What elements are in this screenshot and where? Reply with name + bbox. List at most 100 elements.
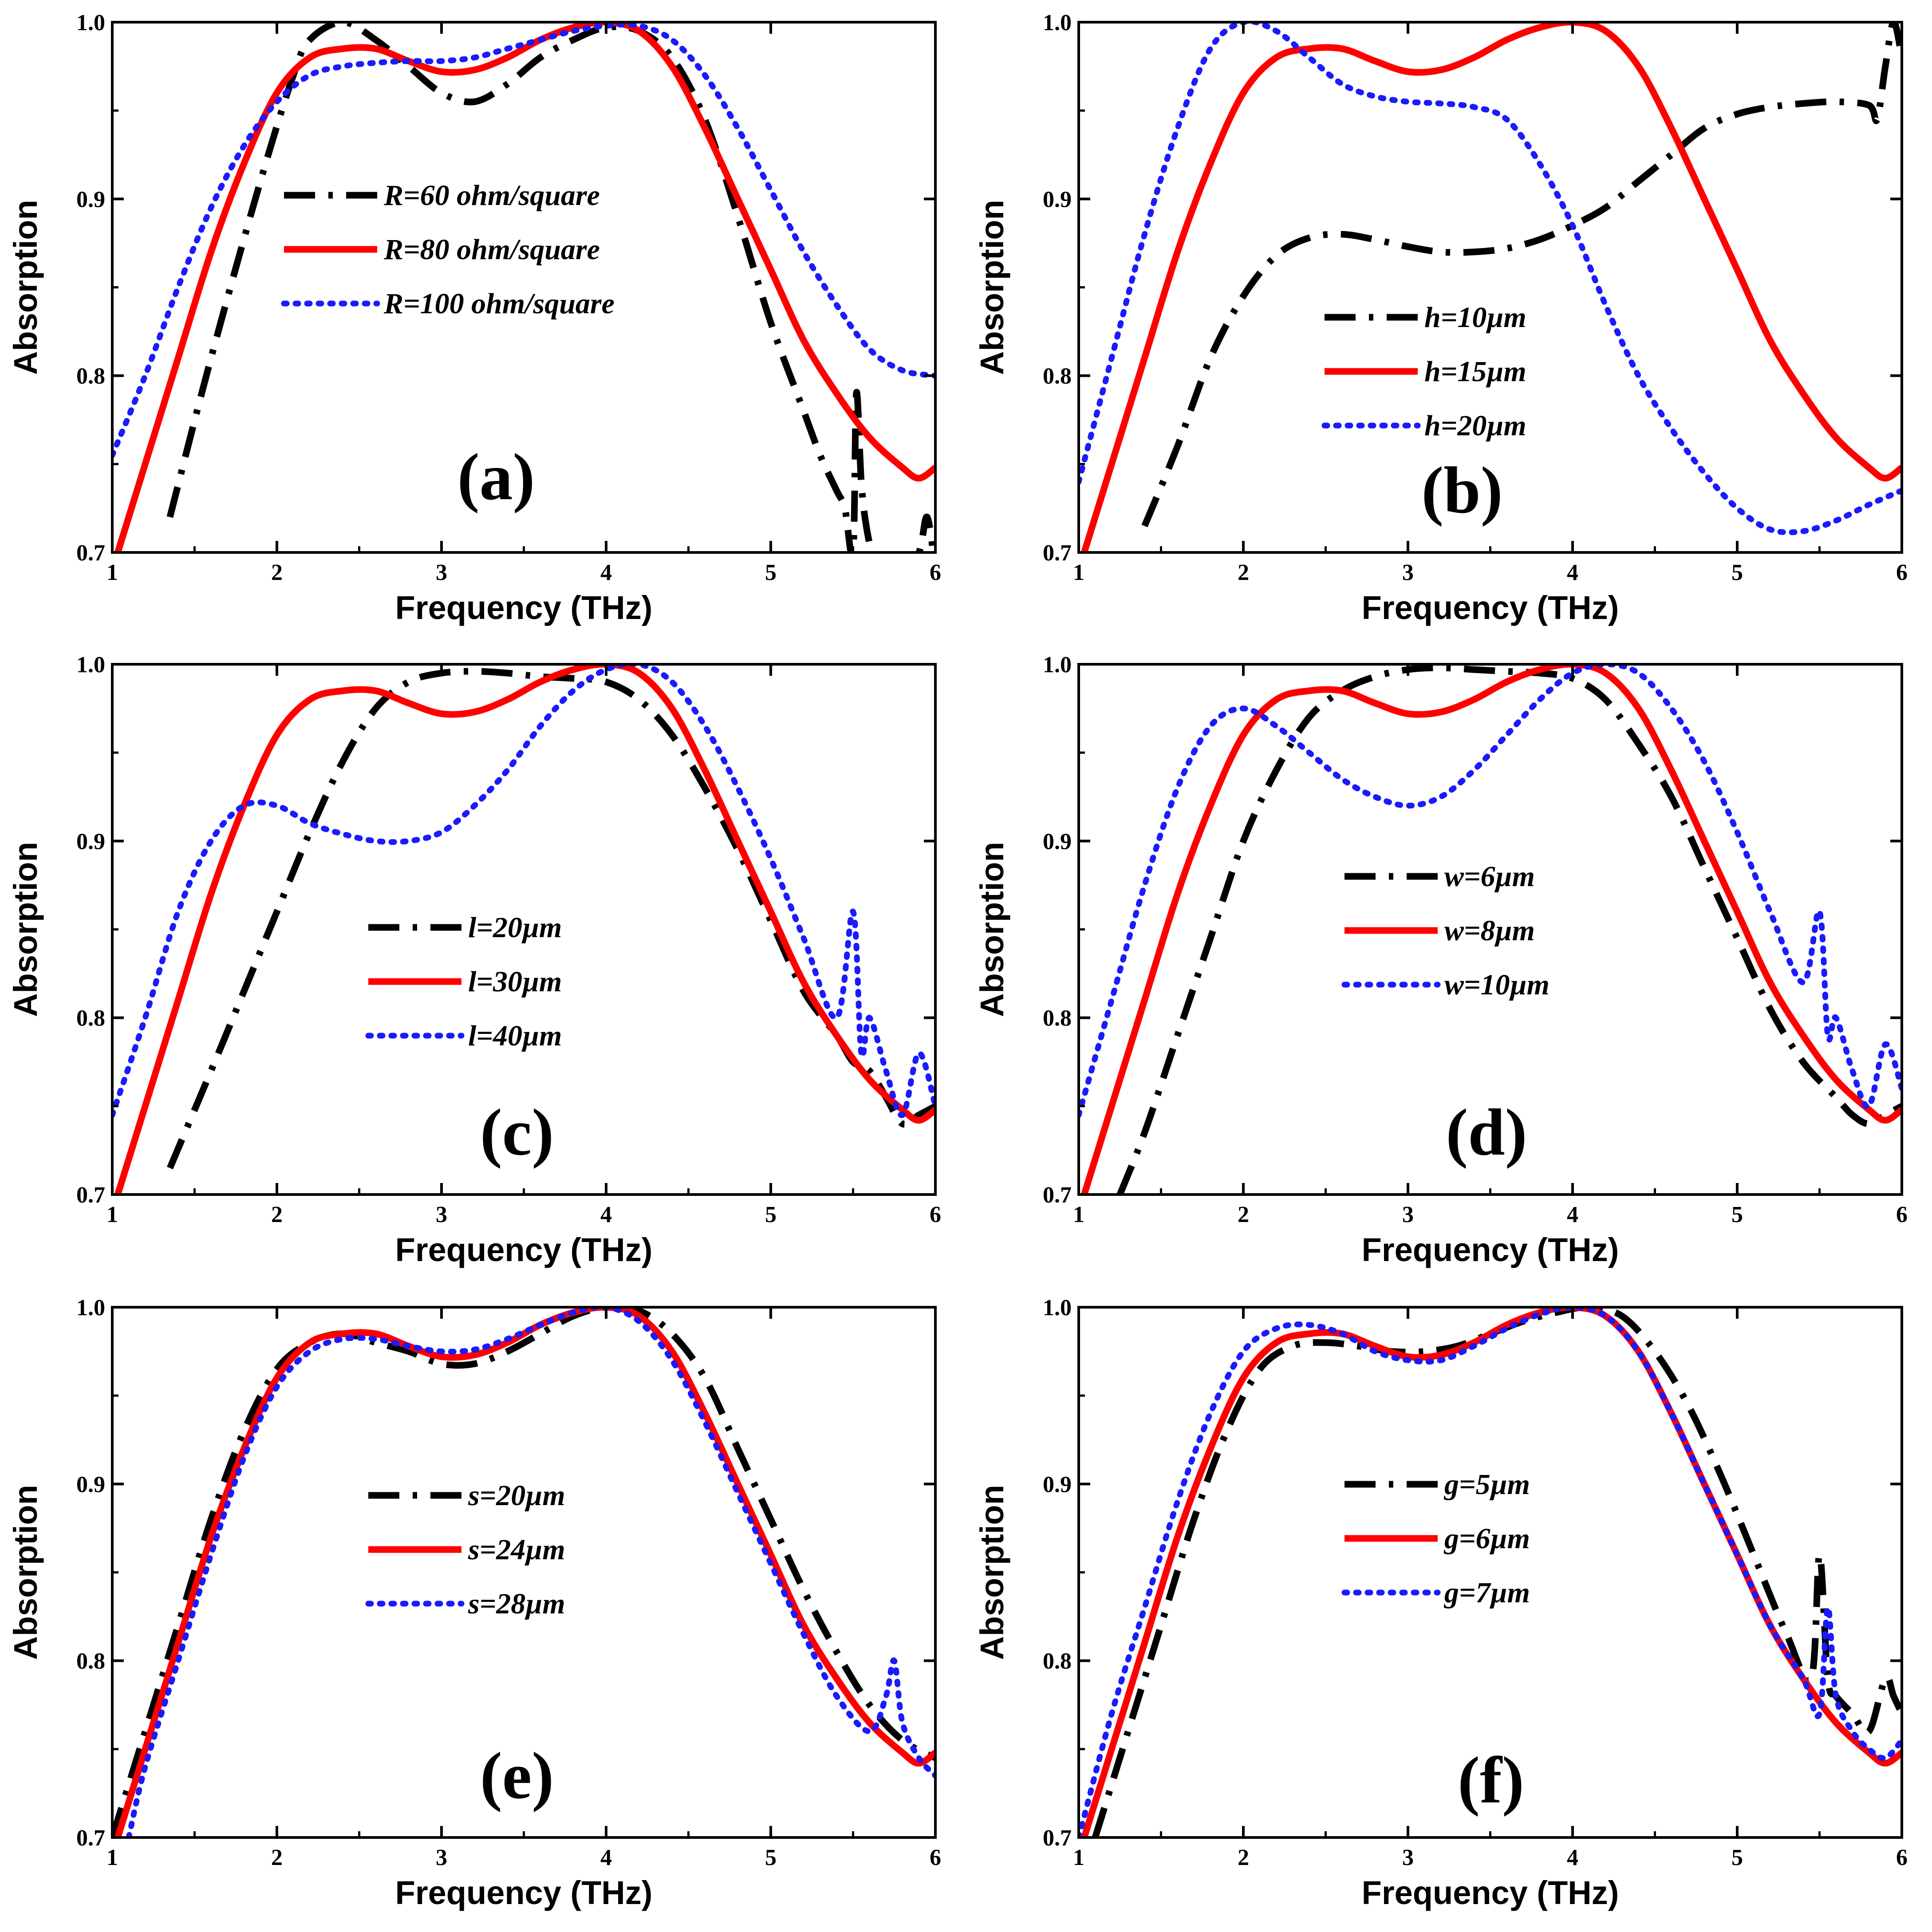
y-tick-label: 0.9 [76, 1472, 105, 1497]
y-axis-title: Absorption [974, 200, 1010, 375]
y-tick-label: 0.9 [1043, 187, 1072, 212]
legend: R=60 ohm/square R=80 ohm/square R=100 ohm/… [281, 179, 615, 320]
legend: s=20µm s=24µm s=28µm [365, 1479, 565, 1620]
x-tick-label: 6 [930, 560, 941, 585]
legend: w=6µm w=8µm w=10µm [1341, 860, 1550, 1001]
x-tick-label: 4 [600, 560, 612, 585]
legend-label-2: g=6µm [1443, 1522, 1530, 1555]
panel-label: (f) [1458, 1743, 1524, 1817]
y-tick-label: 0.9 [76, 187, 105, 212]
x-tick-label: 2 [271, 560, 283, 585]
y-tick-label: 1.0 [76, 10, 105, 35]
legend: l=20µm l=30µm l=40µm [365, 911, 562, 1052]
legend: h=10µm h=15µm h=20µm [1321, 301, 1526, 442]
x-tick-label: 4 [1567, 560, 1578, 585]
y-axis-title: Absorption [974, 1485, 1010, 1660]
x-tick-label: 1 [106, 560, 118, 585]
x-tick-label: 1 [1073, 560, 1084, 585]
x-tick-label: 4 [600, 1845, 612, 1870]
series-group [1079, 22, 1902, 552]
x-tick-label: 3 [1402, 1202, 1414, 1227]
legend-label-3: w=10µm [1444, 969, 1550, 1001]
y-tick-label: 1.0 [76, 652, 105, 678]
x-tick-label: 3 [436, 560, 447, 585]
panel-label: (a) [457, 440, 535, 514]
chart-panel-2: 1 2 3 4 5 6 0.7 0.8 0.9 1.0 Frequency (THz) Absorpt… [974, 10, 1908, 626]
y-tick-label: 0.7 [1043, 1826, 1072, 1851]
x-tick-label: 3 [436, 1845, 447, 1870]
x-tick-label: 4 [600, 1202, 612, 1227]
y-tick-label: 1.0 [76, 1295, 105, 1321]
legend-label-1: s=20µm [468, 1479, 565, 1512]
legend-label-1: w=6µm [1444, 860, 1535, 893]
x-tick-label: 4 [1567, 1845, 1578, 1870]
x-tick-label: 1 [106, 1845, 118, 1870]
legend-label-1: g=5µm [1443, 1468, 1530, 1501]
series-line-1 [166, 22, 935, 552]
legend-label-2: s=24µm [468, 1534, 565, 1566]
legend-label-2: l=30µm [468, 966, 562, 998]
series-group [112, 22, 935, 552]
x-tick-label: 2 [1238, 560, 1249, 585]
x-axis-title: Frequency (THz) [1362, 1231, 1619, 1268]
x-axis-title: Frequency (THz) [395, 589, 653, 626]
y-tick-label: 0.7 [76, 1183, 105, 1208]
panel-label: (c) [480, 1096, 554, 1169]
y-tick-label: 1.0 [1043, 10, 1072, 35]
y-axis-title: Absorption [7, 842, 44, 1017]
panel-label: (b) [1421, 453, 1502, 527]
x-tick-label: 2 [271, 1845, 283, 1870]
x-tick-label: 6 [930, 1202, 941, 1227]
x-axis-title: Frequency (THz) [395, 1874, 653, 1911]
legend-label-3: h=20µm [1424, 410, 1526, 442]
x-tick-label: 3 [1402, 1845, 1414, 1870]
y-tick-label: 0.9 [1043, 1472, 1072, 1497]
chart-panel-4: 1 2 3 4 5 6 0.7 0.8 0.9 1.0 Frequency (THz) Absorpt… [974, 652, 1908, 1268]
series-line-3 [1079, 664, 1902, 1118]
x-tick-label: 1 [1073, 1845, 1084, 1870]
y-tick-label: 0.8 [1043, 1649, 1072, 1674]
legend-label-2: h=15µm [1424, 355, 1526, 388]
series-group [112, 1307, 935, 1837]
x-tick-label: 5 [765, 1202, 777, 1227]
x-tick-label: 3 [436, 1202, 447, 1227]
legend: g=5µm g=6µm g=7µm [1341, 1468, 1530, 1609]
series-line-1 [1141, 22, 1902, 528]
chart-panel-3: 1 2 3 4 5 6 0.7 0.8 0.9 1.0 Frequency (THz) Absorpt… [7, 652, 941, 1268]
y-axis-title: Absorption [974, 842, 1010, 1017]
legend-label-1: R=60 ohm/square [383, 179, 600, 212]
series-group [112, 664, 935, 1195]
y-tick-label: 0.9 [1043, 829, 1072, 854]
legend-label-2: R=80 ohm/square [383, 233, 600, 266]
y-axis-title: Absorption [7, 1485, 44, 1660]
x-tick-label: 2 [1238, 1845, 1249, 1870]
legend-label-3: s=28µm [468, 1588, 565, 1620]
series-line-3 [126, 1307, 935, 1837]
x-tick-label: 2 [271, 1202, 283, 1227]
x-tick-label: 2 [1238, 1202, 1249, 1227]
series-line-3 [1079, 22, 1902, 536]
legend-label-1: h=10µm [1424, 301, 1526, 334]
panel-label: (d) [1446, 1096, 1527, 1169]
series-group [1079, 664, 1902, 1195]
y-tick-label: 0.7 [76, 1826, 105, 1851]
series-line-3 [112, 22, 935, 458]
panel-label: (e) [480, 1739, 554, 1813]
x-tick-label: 5 [1731, 1202, 1743, 1227]
series-line-2 [1080, 664, 1902, 1195]
legend-label-3: g=7µm [1443, 1577, 1530, 1609]
x-axis-title: Frequency (THz) [1362, 589, 1619, 626]
y-tick-label: 0.8 [76, 364, 105, 389]
legend-label-3: R=100 ohm/square [383, 288, 615, 320]
y-tick-label: 0.9 [76, 829, 105, 854]
x-tick-label: 4 [1567, 1202, 1578, 1227]
legend-label-3: l=40µm [468, 1020, 562, 1052]
y-tick-label: 0.8 [1043, 364, 1072, 389]
series-line-2 [1080, 22, 1902, 552]
x-tick-label: 1 [106, 1202, 118, 1227]
x-tick-label: 5 [765, 1845, 777, 1870]
x-tick-label: 1 [1073, 1202, 1084, 1227]
chart-panel-5: 1 2 3 4 5 6 0.7 0.8 0.9 1.0 Frequency (THz) Absorpt… [7, 1295, 941, 1911]
x-axis-title: Frequency (THz) [395, 1231, 653, 1268]
x-tick-label: 6 [930, 1845, 941, 1870]
